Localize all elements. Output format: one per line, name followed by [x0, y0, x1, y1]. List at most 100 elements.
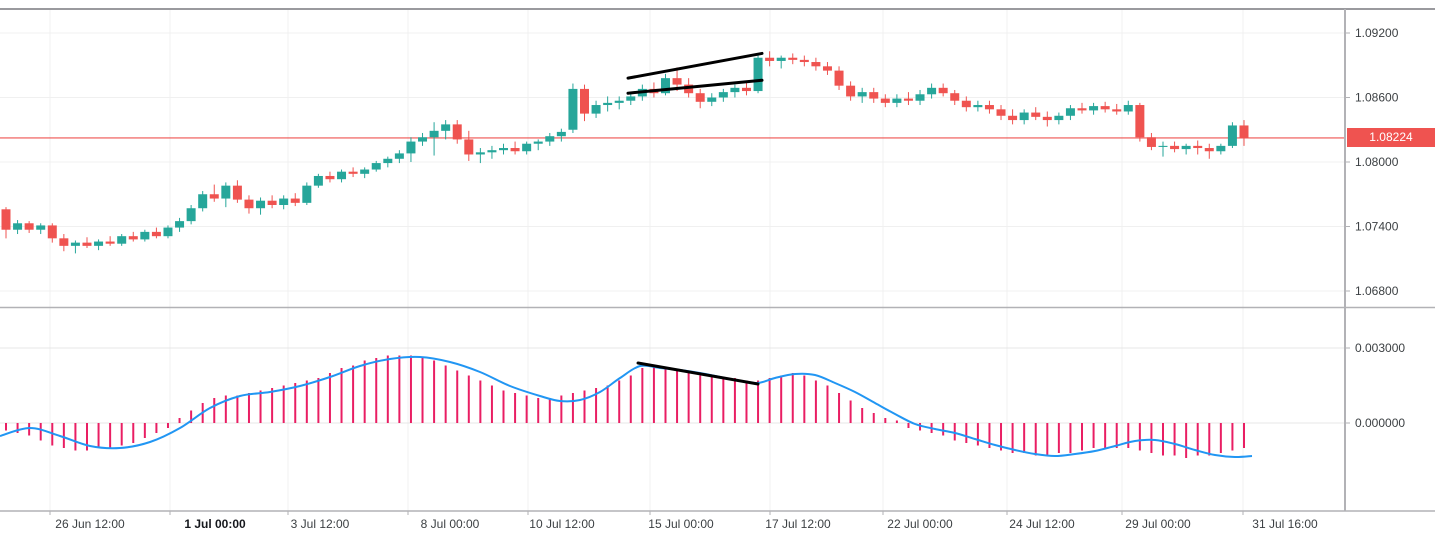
candle [418, 132, 428, 146]
candle-body [1193, 145, 1203, 149]
candle [163, 225, 173, 239]
candle [1042, 111, 1052, 127]
candle-body [1146, 137, 1156, 147]
candle-body [1181, 145, 1191, 150]
candle-body [1135, 105, 1145, 138]
candle-body [499, 148, 509, 151]
macd-divergence-trendline[interactable] [636, 361, 760, 386]
price-axis-label: 1.07400 [1355, 220, 1399, 234]
candle-body [1227, 125, 1237, 146]
candle [198, 191, 208, 212]
candle-body [915, 94, 925, 101]
candle-body [776, 57, 786, 61]
price-panel[interactable] [0, 51, 1345, 254]
candle [857, 87, 867, 103]
candle-body [938, 87, 948, 94]
candle [175, 217, 185, 232]
candle [1054, 112, 1064, 125]
candle [1100, 101, 1110, 113]
candle [313, 173, 323, 188]
candle-body [487, 150, 497, 153]
candle-body [1008, 115, 1018, 121]
candle-body [857, 92, 867, 97]
candle [1123, 100, 1133, 115]
candle [1, 207, 11, 239]
candle-body [903, 98, 913, 101]
candle-body [221, 185, 231, 199]
candle-body [348, 171, 358, 174]
candle-body [973, 105, 983, 108]
candle [140, 229, 150, 242]
candle-body [1239, 125, 1249, 138]
candle [788, 53, 798, 65]
candle-body [753, 57, 763, 92]
candle-body [1123, 105, 1133, 112]
candle [186, 205, 196, 225]
candle-body [186, 208, 196, 222]
candle-body [105, 241, 115, 244]
candle-body [198, 194, 208, 209]
candle [1239, 120, 1249, 146]
price-axis-label: 1.08600 [1355, 91, 1399, 105]
candle [695, 88, 705, 109]
macd-panel[interactable] [0, 355, 1253, 459]
candle [996, 105, 1006, 121]
candle [70, 240, 80, 254]
candle [475, 148, 485, 164]
candle-body [452, 124, 462, 140]
candle-body [1065, 108, 1075, 116]
candle [105, 236, 115, 246]
candle-body [337, 171, 347, 180]
candle-body [961, 100, 971, 108]
candle-body [927, 87, 937, 95]
candle [337, 169, 347, 183]
time-axis-label: 29 Jul 00:00 [1125, 517, 1191, 531]
candle-body [36, 225, 46, 230]
wedge-upper-trendline[interactable] [626, 51, 764, 80]
candle-body [1077, 108, 1087, 111]
time-axis[interactable]: 26 Jun 12:00 1 Jul 00:00 3 Jul 12:00 8 Jul … [49, 511, 1318, 531]
candle-body [47, 225, 57, 239]
candle [487, 145, 497, 159]
candle-body [1031, 112, 1041, 117]
candle [811, 57, 821, 71]
candle-body [510, 148, 520, 152]
candle [209, 184, 219, 202]
candle [371, 160, 381, 172]
candle-body [256, 200, 266, 209]
candle [753, 53, 763, 94]
candle-body [591, 105, 601, 114]
candle [429, 122, 439, 156]
price-axis[interactable]: 1.09200 1.08600 1.08000 1.07400 1.06800 0.003… [1345, 26, 1405, 430]
wedge-lower-trendline[interactable] [626, 78, 764, 95]
candle [591, 100, 601, 118]
candle [1204, 143, 1214, 159]
candle [869, 87, 879, 103]
candle-body [140, 231, 150, 240]
candle [984, 100, 994, 114]
candle-body [279, 198, 289, 205]
time-axis-label: 26 Jun 12:00 [55, 517, 125, 531]
candle-body [475, 152, 485, 155]
candle-body [799, 59, 809, 63]
candle-body [313, 175, 323, 186]
candle [441, 120, 451, 140]
candle-body [741, 87, 751, 92]
candle [36, 223, 46, 235]
candle-body [614, 100, 624, 103]
candle-body [811, 62, 821, 67]
candle [510, 141, 520, 155]
candle [1019, 109, 1029, 125]
time-axis-label: 8 Jul 00:00 [421, 517, 480, 531]
candle-body [59, 238, 69, 246]
candle-body [1054, 115, 1064, 121]
candle [961, 96, 971, 112]
candle [765, 51, 775, 67]
candle-body [869, 92, 879, 99]
time-axis-label: 31 Jul 16:00 [1252, 517, 1318, 531]
time-axis-label: 10 Jul 12:00 [529, 517, 595, 531]
candle-body [1158, 145, 1168, 147]
